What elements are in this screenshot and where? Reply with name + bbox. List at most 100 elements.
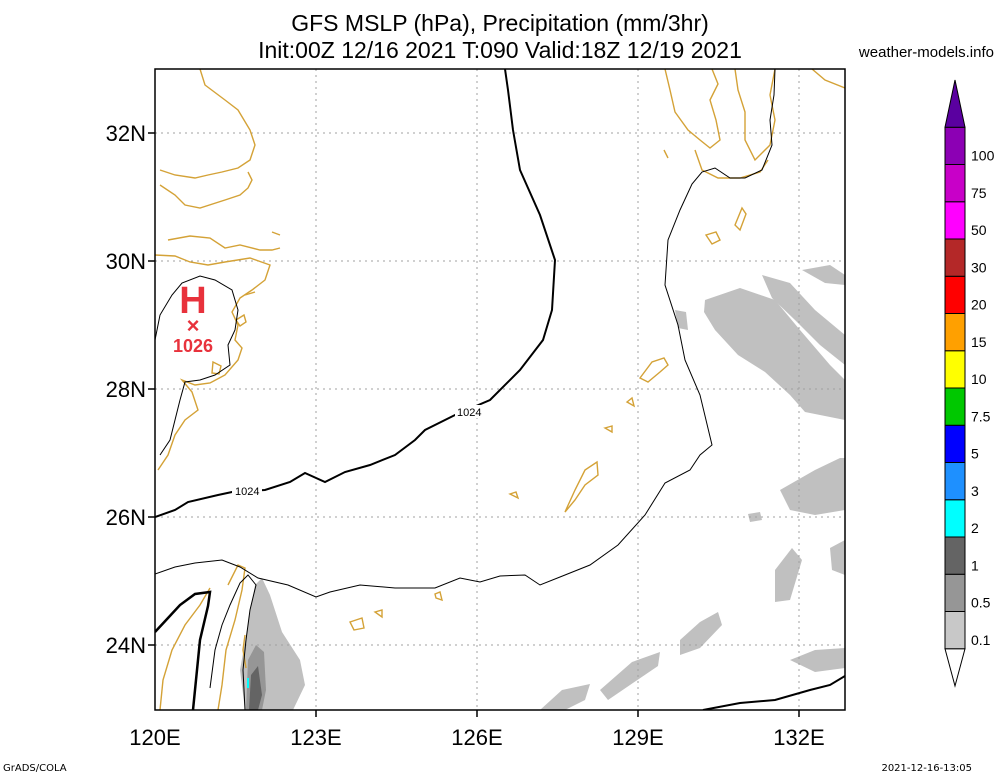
colorbar: 0.1 0.5 1 2 3 5 7.5 10 15 20 30 50 75 100 [944,79,995,688]
colorbar-label: 7.5 [971,408,991,424]
precip-area [249,666,262,710]
lon-tick-label: 126E [451,725,502,750]
colorbar-segment [944,275,966,314]
coastline [159,69,256,179]
colorbar-segment [944,499,966,538]
colorbar-label: 15 [971,334,987,350]
lat-tick-label: 28N [106,377,146,402]
colorbar-label: 30 [971,259,987,275]
colorbar-label: 100 [971,148,995,164]
colorbar-label: 0.1 [971,632,991,648]
colorbar-segment [944,350,966,389]
footer-credit: GrADS/COLA [3,763,67,774]
precip-area [790,648,845,672]
tick-marks [148,132,800,717]
precip-area [680,612,722,655]
high-value: 1026 [173,336,213,356]
coastline [694,149,769,179]
colorbar-segment [944,164,966,203]
coastline [434,591,443,602]
lon-tick-label: 123E [290,725,341,750]
coastline [155,254,271,471]
isobar-1017 [702,675,845,710]
high-pressure-center: H × 1026 [173,280,213,356]
coastline [508,491,520,500]
coastline [564,460,599,513]
isobar-1024 [155,69,557,518]
isobar-1023 [155,69,776,598]
coastline [349,617,365,631]
colorbar-label: 50 [971,222,987,238]
colorbar-segment [944,462,966,501]
coastline [159,171,253,209]
precip-area [540,684,590,710]
colorbar-label: 20 [971,297,987,313]
coastline [638,357,669,383]
precip-area [830,540,845,575]
colorbar-label: 3 [971,483,979,499]
colorbar-arrow-low [944,648,966,688]
lon-tick-label: 129E [612,725,663,750]
coastline [167,235,281,251]
lat-tick-label: 32N [106,121,146,146]
coastline [734,206,747,232]
contour-label: 1024 [235,486,259,498]
colorbar-segment [944,424,966,463]
coastline [242,634,247,669]
colorbar-label: 5 [971,446,979,462]
colorbar-segment [944,238,966,277]
coastline [625,396,636,408]
chart-title: GFS MSLP (hPa), Precipitation (mm/3hr) [291,10,709,36]
precip-area [762,275,845,365]
precip-shading [240,265,845,710]
high-symbol: H [179,280,206,322]
gridlines [155,69,845,710]
coastline [663,149,669,159]
colorbar-label: 0.5 [971,595,991,611]
footer-timestamp: 2021-12-16-13:05 [881,763,972,774]
precip-area [675,310,688,330]
site-watermark: weather-models.info [858,44,994,61]
precip-area [600,652,660,700]
coastline [734,69,776,162]
coastline [373,609,383,619]
coastline [159,587,211,710]
isobar-1022 [155,590,212,710]
colorbar-label: 10 [971,371,987,387]
chart-subtitle: Init:00Z 12/16 2021 T:090 Valid:18Z 12/1… [258,37,742,63]
coastline [664,69,721,149]
coastline [244,291,256,296]
coastline [704,231,721,245]
lon-tick-label: 132E [773,725,824,750]
coastline [235,313,247,327]
lat-tick-label: 30N [106,249,146,274]
colorbar-segment [944,387,966,426]
coastline [811,69,845,89]
contour-label: 1024 [457,407,481,419]
coastlines [155,69,845,710]
isobar-1026 [155,275,239,456]
precip-area [775,548,802,602]
lon-axis: 120E 123E 126E 129E 132E [129,725,824,750]
isobar-1021 [209,574,257,710]
high-marker: × [187,313,200,338]
precip-area [247,678,249,688]
coastline [211,360,222,375]
contour-labels: 1024 1024 [232,405,487,498]
lat-tick-label: 26N [106,505,146,530]
coastline [217,564,246,710]
precip-medium [246,645,266,710]
colorbar-segment [944,611,966,650]
coastline [603,425,613,434]
colorbar-segment [944,573,966,612]
colorbar-segment [944,536,966,575]
lon-tick-label: 120E [129,725,180,750]
precip-area [802,265,845,285]
coastline [271,231,281,236]
lat-tick-label: 24N [106,633,146,658]
map-area: 1024 1024 H × 1026 [155,69,845,710]
lat-axis: 24N 26N 28N 30N 32N [106,121,146,658]
colorbar-arrow-high [944,79,966,128]
colorbar-segment [944,126,966,165]
